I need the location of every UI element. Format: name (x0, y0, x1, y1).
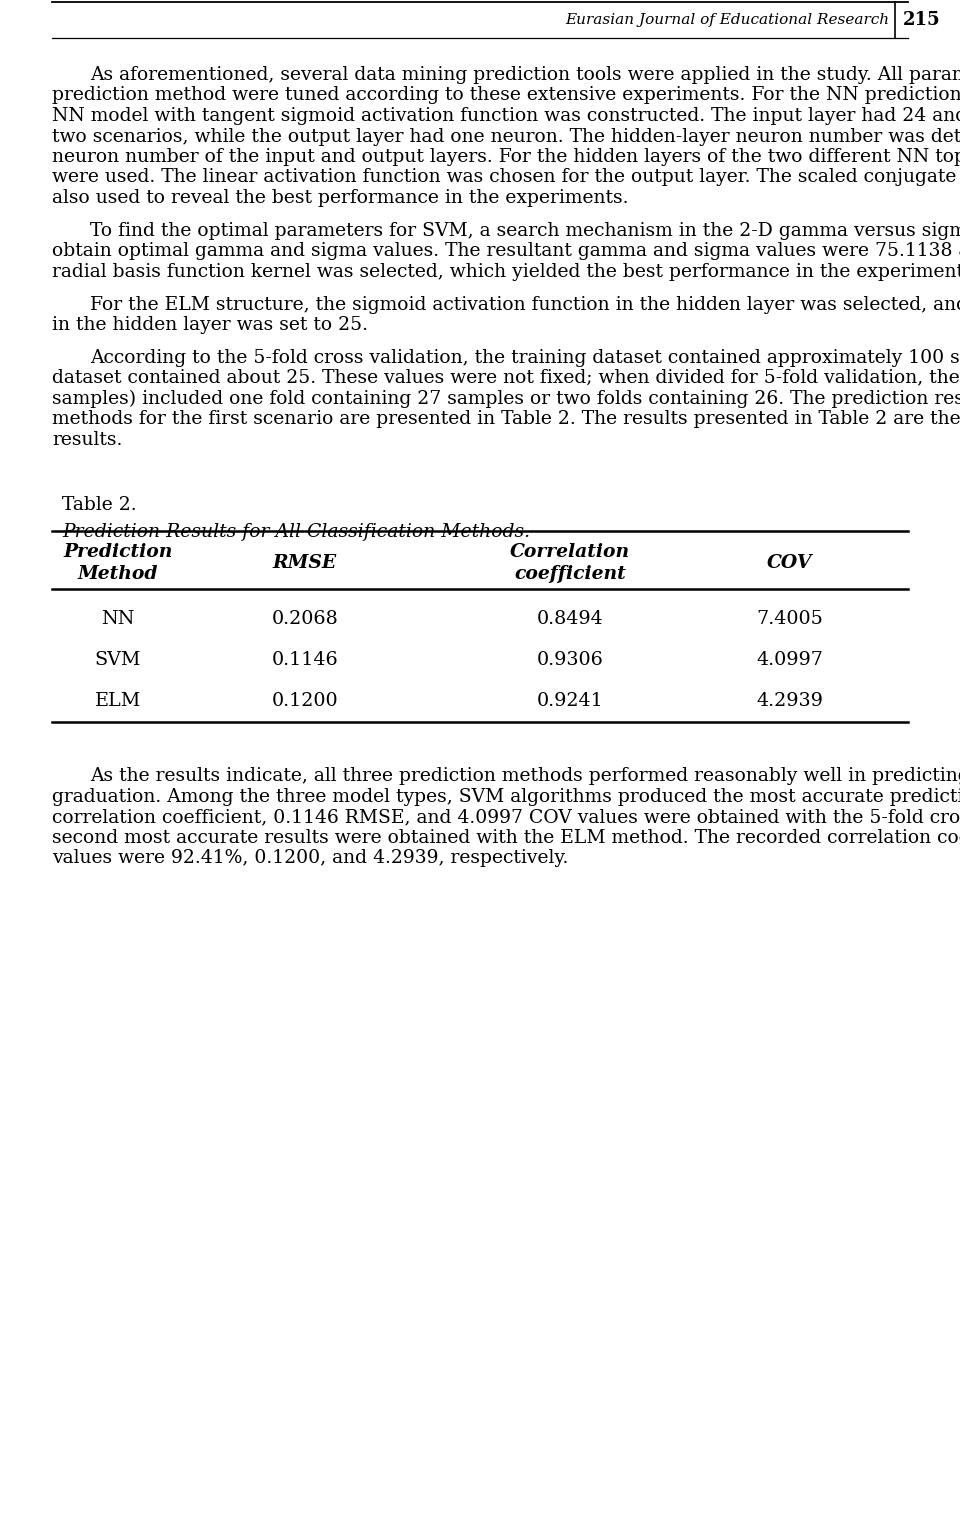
Text: Eurasian Journal of Educational Research: Eurasian Journal of Educational Research (564, 14, 889, 27)
Text: 215: 215 (903, 11, 941, 29)
Text: To find the optimal parameters for SVM, a search mechanism in the 2-D gamma vers: To find the optimal parameters for SVM, … (90, 222, 960, 239)
Text: values were 92.41%, 0.1200, and 4.2939, respectively.: values were 92.41%, 0.1200, and 4.2939, … (52, 849, 568, 867)
Text: Correlation: Correlation (510, 543, 630, 561)
Text: Prediction: Prediction (63, 543, 173, 561)
Text: As aforementioned, several data mining prediction tools were applied in the stud: As aforementioned, several data mining p… (90, 67, 960, 85)
Text: neuron number of the input and output layers. For the hidden layers of the two d: neuron number of the input and output la… (52, 148, 960, 166)
Text: coefficient: coefficient (515, 566, 626, 584)
Text: 0.9306: 0.9306 (537, 652, 604, 669)
Text: NN model with tangent sigmoid activation function was constructed. The input lay: NN model with tangent sigmoid activation… (52, 107, 960, 126)
Text: 4.2939: 4.2939 (756, 693, 824, 711)
Text: 0.1146: 0.1146 (272, 652, 338, 669)
Text: COV: COV (767, 554, 813, 572)
Text: also used to reveal the best performance in the experiments.: also used to reveal the best performance… (52, 189, 629, 207)
Text: dataset contained about 25. These values were not fixed; when divided for 5-fold: dataset contained about 25. These values… (52, 369, 960, 387)
Text: in the hidden layer was set to 25.: in the hidden layer was set to 25. (52, 316, 368, 334)
Text: Prediction Results for All Classification Methods.: Prediction Results for All Classificatio… (62, 523, 530, 542)
Text: As the results indicate, all three prediction methods performed reasonably well : As the results indicate, all three predi… (90, 767, 960, 785)
Text: two scenarios, while the output layer had one neuron. The hidden-layer neuron nu: two scenarios, while the output layer ha… (52, 127, 960, 145)
Text: NN: NN (101, 611, 134, 628)
Text: 0.1200: 0.1200 (272, 693, 338, 711)
Text: Method: Method (78, 566, 158, 584)
Text: second most accurate results were obtained with the ELM method. The recorded cor: second most accurate results were obtain… (52, 829, 960, 847)
Text: samples) included one fold containing 27 samples or two folds containing 26. The: samples) included one fold containing 27… (52, 390, 960, 409)
Text: 0.2068: 0.2068 (272, 611, 338, 628)
Text: 0.9241: 0.9241 (537, 693, 604, 711)
Text: 7.4005: 7.4005 (756, 611, 824, 628)
Text: prediction method were tuned according to these extensive experiments. For the N: prediction method were tuned according t… (52, 86, 960, 104)
Text: correlation coefficient, 0.1146 RMSE, and 4.0997 COV values were obtained with t: correlation coefficient, 0.1146 RMSE, an… (52, 808, 960, 826)
Text: were used. The linear activation function was chosen for the output layer. The s: were used. The linear activation functio… (52, 168, 960, 186)
Text: SVM: SVM (95, 652, 141, 669)
Text: For the ELM structure, the sigmoid activation function in the hidden layer was s: For the ELM structure, the sigmoid activ… (90, 295, 960, 313)
Text: results.: results. (52, 431, 122, 449)
Text: 4.0997: 4.0997 (756, 652, 824, 669)
Text: ELM: ELM (95, 693, 141, 711)
Text: Table 2.: Table 2. (62, 496, 136, 514)
Text: 0.8494: 0.8494 (537, 611, 604, 628)
Text: obtain optimal gamma and sigma values. The resultant gamma and sigma values were: obtain optimal gamma and sigma values. T… (52, 242, 960, 260)
Text: methods for the first scenario are presented in Table 2. The results presented i: methods for the first scenario are prese… (52, 410, 960, 428)
Text: According to the 5-fold cross validation, the training dataset contained approxi: According to the 5-fold cross validation… (90, 350, 960, 366)
Text: radial basis function kernel was selected, which yielded the best performance in: radial basis function kernel was selecte… (52, 263, 960, 281)
Text: graduation. Among the three model types, SVM algorithms produced the most accura: graduation. Among the three model types,… (52, 788, 960, 805)
Text: RMSE: RMSE (273, 554, 337, 572)
